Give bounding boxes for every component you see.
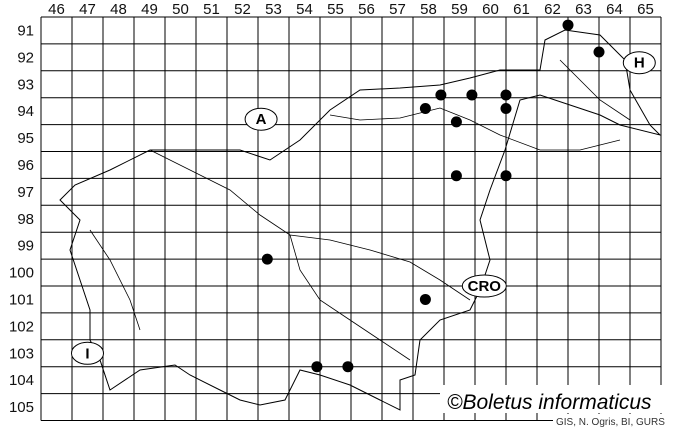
record-marker [562, 19, 574, 31]
record-marker [311, 361, 323, 373]
row-label: 95 [17, 130, 34, 147]
column-label: 61 [513, 1, 530, 18]
record-marker [261, 253, 273, 265]
row-label: 94 [17, 103, 34, 120]
column-label: 53 [265, 1, 282, 18]
source-text: GIS, N. Ogris, BI, GURS [556, 417, 665, 428]
record-marker [342, 361, 354, 373]
record-marker [500, 170, 512, 182]
column-label: 65 [637, 1, 654, 18]
grid [40, 16, 662, 421]
record-marker [450, 116, 462, 128]
row-label: 105 [9, 399, 34, 416]
column-label: 55 [327, 1, 344, 18]
column-label: 54 [296, 1, 313, 18]
column-label: 49 [141, 1, 158, 18]
record-marker [419, 293, 431, 305]
column-label: 56 [358, 1, 375, 18]
country-border [59, 29, 662, 411]
record-marker [500, 102, 512, 114]
rivers [89, 59, 631, 361]
country-label-oval [244, 107, 278, 131]
credit-text: ©Boletus informaticus [447, 391, 652, 414]
column-label: 51 [203, 1, 220, 18]
row-label: 93 [17, 76, 34, 93]
row-label: 104 [9, 372, 34, 389]
row-label: 92 [17, 49, 34, 66]
column-label: 52 [234, 1, 251, 18]
record-marker [450, 170, 462, 182]
row-label: 102 [9, 318, 34, 335]
column-label: 60 [482, 1, 499, 18]
record-marker [593, 46, 605, 58]
row-label: 100 [9, 265, 34, 282]
column-label: 48 [110, 1, 127, 18]
column-label: 47 [79, 1, 96, 18]
country-label: A [256, 111, 267, 128]
column-label: 57 [389, 1, 406, 18]
column-labels: 46 47 48 49 50 51 52 53 54 55 56 57 58 59 60 61 62 63 64 65 [48, 1, 654, 18]
row-label: 101 [9, 291, 34, 308]
row-label: 91 [17, 22, 34, 39]
row-label: 96 [17, 157, 34, 174]
record-marker [466, 89, 478, 101]
country-label: I [85, 345, 89, 362]
record-marker [419, 102, 431, 114]
row-labels: 91 92 93 94 95 96 97 98 99 100 101 102 103 104 105 [9, 22, 34, 416]
record-markers [261, 19, 605, 373]
column-label: 50 [172, 1, 189, 18]
column-label: 58 [420, 1, 437, 18]
country-labels: A H CRO I [71, 51, 656, 365]
row-label: 98 [17, 211, 34, 228]
record-marker [500, 89, 512, 101]
column-label: 62 [544, 1, 561, 18]
column-label: 64 [606, 1, 623, 18]
country-label-oval [622, 51, 656, 75]
row-label: 99 [17, 238, 34, 255]
row-label: 97 [17, 184, 34, 201]
country-label-oval [71, 341, 104, 365]
column-label: 46 [48, 1, 65, 18]
source-background [553, 414, 673, 428]
row-label: 103 [9, 345, 34, 362]
column-label: 59 [451, 1, 468, 18]
country-label-oval [461, 274, 507, 298]
record-marker [435, 89, 447, 101]
country-label: H [634, 55, 645, 72]
column-label: 63 [575, 1, 592, 18]
credit-background [440, 385, 668, 413]
country-label: CRO [468, 278, 502, 295]
